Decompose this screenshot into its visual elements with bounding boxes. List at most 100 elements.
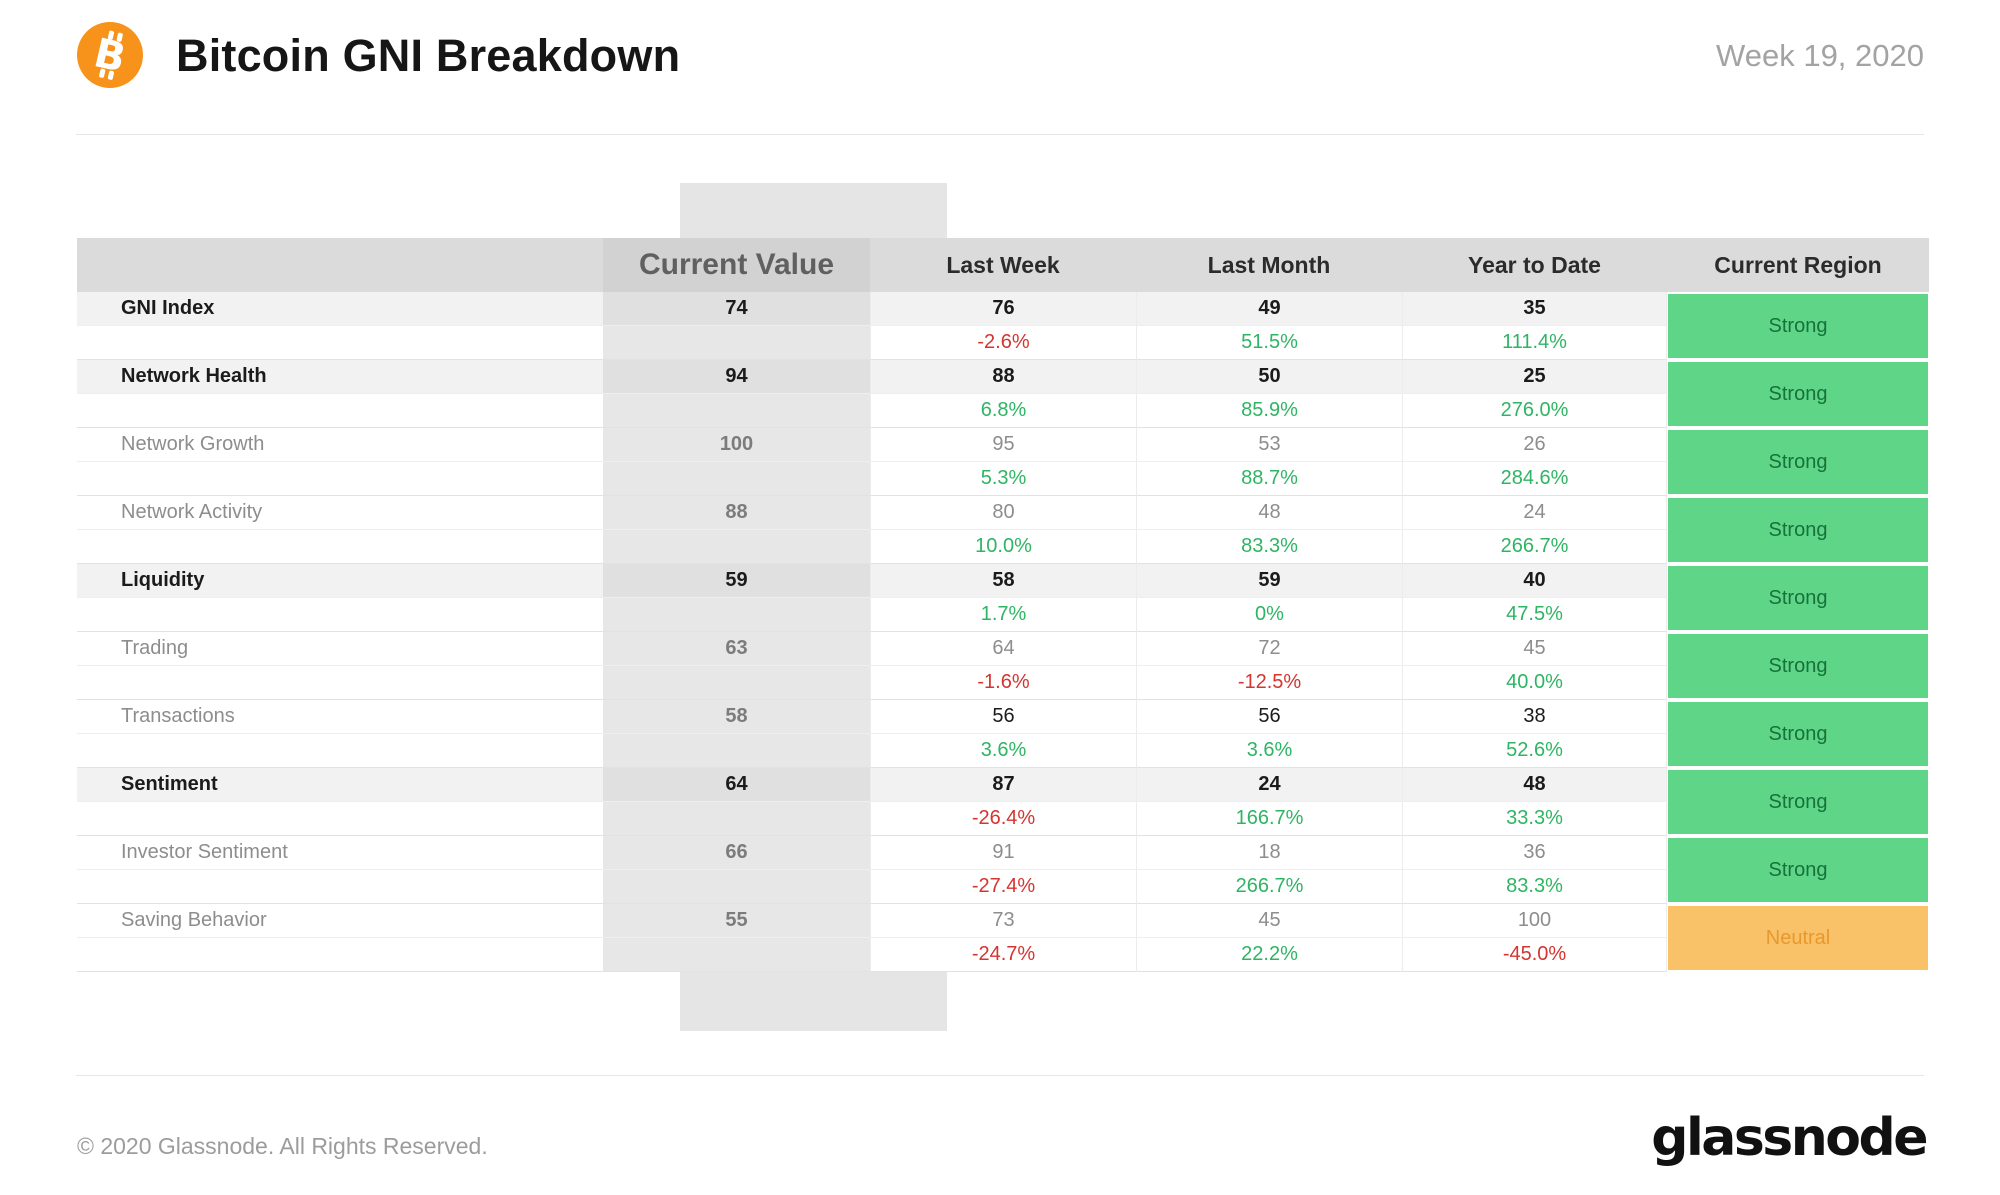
last-month-value: 49 xyxy=(1136,292,1402,326)
empty-current-value-cell xyxy=(603,394,870,428)
metric-label: Network Health xyxy=(77,360,603,394)
last-month-percent: 51.5% xyxy=(1136,326,1402,360)
last-month-percent: 22.2% xyxy=(1136,938,1402,972)
value-row: Network Growth 100 95 53 26 xyxy=(77,428,1929,462)
empty-current-value-cell xyxy=(603,530,870,564)
copyright-text: © 2020 Glassnode. All Rights Reserved. xyxy=(77,1133,488,1159)
region-status-badge: Strong xyxy=(1668,702,1928,766)
current-value-band-top xyxy=(680,183,947,238)
last-month-value: 59 xyxy=(1136,564,1402,598)
year-to-date-value: 48 xyxy=(1402,768,1667,802)
last-week-value: 76 xyxy=(870,292,1136,326)
current-value-cell: 88 xyxy=(603,496,870,530)
metric-label: GNI Index xyxy=(77,292,603,326)
current-value-cell: 59 xyxy=(603,564,870,598)
value-row: Trading 63 64 72 45 xyxy=(77,632,1929,666)
year-to-date-value: 26 xyxy=(1402,428,1667,462)
year-to-date-value: 100 xyxy=(1402,904,1667,938)
metric-label: Liquidity xyxy=(77,564,603,598)
region-status-badge: Strong xyxy=(1668,498,1928,562)
last-week-value: 91 xyxy=(870,836,1136,870)
metric-row-group: Trading 63 64 72 45 -1.6% -12.5% 40.0% Strong xyxy=(77,632,1929,700)
value-row: Saving Behavior 55 73 45 100 xyxy=(77,904,1929,938)
metric-row-group: Transactions 58 56 56 38 3.6% 3.6% 52.6% Strong xyxy=(77,700,1929,768)
value-row: Investor Sentiment 66 91 18 36 xyxy=(77,836,1929,870)
year-to-date-percent: 276.0% xyxy=(1402,394,1667,428)
current-value-band-bottom xyxy=(680,972,947,1031)
metric-row-group: Investor Sentiment 66 91 18 36 -27.4% 266.7% 83… xyxy=(77,836,1929,904)
last-week-percent: 3.6% xyxy=(870,734,1136,768)
last-month-percent: 85.9% xyxy=(1136,394,1402,428)
empty-label-cell xyxy=(77,462,603,496)
value-row: GNI Index 74 76 49 35 xyxy=(77,292,1929,326)
last-month-value: 56 xyxy=(1136,700,1402,734)
last-month-value: 53 xyxy=(1136,428,1402,462)
bitcoin-logo-icon: B xyxy=(77,22,143,88)
year-to-date-percent: 40.0% xyxy=(1402,666,1667,700)
header-year-to-date: Year to Date xyxy=(1468,251,1601,278)
last-week-value: 64 xyxy=(870,632,1136,666)
percent-change-row: 3.6% 3.6% 52.6% xyxy=(77,734,1929,768)
current-value-cell: 64 xyxy=(603,768,870,802)
empty-current-value-cell xyxy=(603,326,870,360)
empty-current-value-cell xyxy=(603,666,870,700)
last-week-percent: -26.4% xyxy=(870,802,1136,836)
year-to-date-percent: 47.5% xyxy=(1402,598,1667,632)
report-week: Week 19, 2020 xyxy=(1716,38,1924,73)
value-row: Network Activity 88 80 48 24 xyxy=(77,496,1929,530)
header-divider xyxy=(76,134,1924,135)
region-status-badge: Strong xyxy=(1668,294,1928,358)
year-to-date-value: 35 xyxy=(1402,292,1667,326)
last-week-percent: -27.4% xyxy=(870,870,1136,904)
year-to-date-percent: 52.6% xyxy=(1402,734,1667,768)
last-month-value: 18 xyxy=(1136,836,1402,870)
empty-current-value-cell xyxy=(603,870,870,904)
year-to-date-percent: -45.0% xyxy=(1402,938,1667,972)
percent-change-row: 10.0% 83.3% 266.7% xyxy=(77,530,1929,564)
last-month-percent: 0% xyxy=(1136,598,1402,632)
metric-row-group: Sentiment 64 87 24 48 -26.4% 166.7% 33.3% Strong xyxy=(77,768,1929,836)
last-week-value: 73 xyxy=(870,904,1136,938)
percent-change-row: 1.7% 0% 47.5% xyxy=(77,598,1929,632)
header-current-region: Current Region xyxy=(1714,251,1882,278)
empty-current-value-cell xyxy=(603,598,870,632)
value-row: Transactions 58 56 56 38 xyxy=(77,700,1929,734)
current-value-cell: 100 xyxy=(603,428,870,462)
empty-label-cell xyxy=(77,326,603,360)
header-metric-cell xyxy=(77,238,603,292)
region-status-badge: Strong xyxy=(1668,634,1928,698)
year-to-date-value: 38 xyxy=(1402,700,1667,734)
year-to-date-value: 24 xyxy=(1402,496,1667,530)
empty-current-value-cell xyxy=(603,938,870,972)
empty-label-cell xyxy=(77,802,603,836)
percent-change-row: -27.4% 266.7% 83.3% xyxy=(77,870,1929,904)
metric-row-group: Network Health 94 88 50 25 6.8% 85.9% 276.0% Str… xyxy=(77,360,1929,428)
year-to-date-value: 40 xyxy=(1402,564,1667,598)
last-month-value: 48 xyxy=(1136,496,1402,530)
region-status-badge: Strong xyxy=(1668,430,1928,494)
metric-label: Network Activity xyxy=(77,496,603,530)
value-row: Sentiment 64 87 24 48 xyxy=(77,768,1929,802)
value-row: Network Health 94 88 50 25 xyxy=(77,360,1929,394)
metric-row-group: Saving Behavior 55 73 45 100 -24.7% 22.2% -45.0… xyxy=(77,904,1929,972)
metric-label: Sentiment xyxy=(77,768,603,802)
last-week-value: 95 xyxy=(870,428,1136,462)
region-status-badge: Neutral xyxy=(1668,906,1928,970)
current-value-cell: 58 xyxy=(603,700,870,734)
page-title: Bitcoin GNI Breakdown xyxy=(176,30,681,81)
year-to-date-value: 36 xyxy=(1402,836,1667,870)
last-week-percent: -1.6% xyxy=(870,666,1136,700)
year-to-date-percent: 284.6% xyxy=(1402,462,1667,496)
last-month-value: 50 xyxy=(1136,360,1402,394)
metric-label: Saving Behavior xyxy=(77,904,603,938)
last-week-value: 87 xyxy=(870,768,1136,802)
empty-current-value-cell xyxy=(603,802,870,836)
current-value-cell: 55 xyxy=(603,904,870,938)
percent-change-row: -26.4% 166.7% 33.3% xyxy=(77,802,1929,836)
empty-current-value-cell xyxy=(603,734,870,768)
empty-label-cell xyxy=(77,394,603,428)
last-month-percent: 3.6% xyxy=(1136,734,1402,768)
last-week-percent: 1.7% xyxy=(870,598,1136,632)
percent-change-row: -1.6% -12.5% 40.0% xyxy=(77,666,1929,700)
last-week-percent: -24.7% xyxy=(870,938,1136,972)
